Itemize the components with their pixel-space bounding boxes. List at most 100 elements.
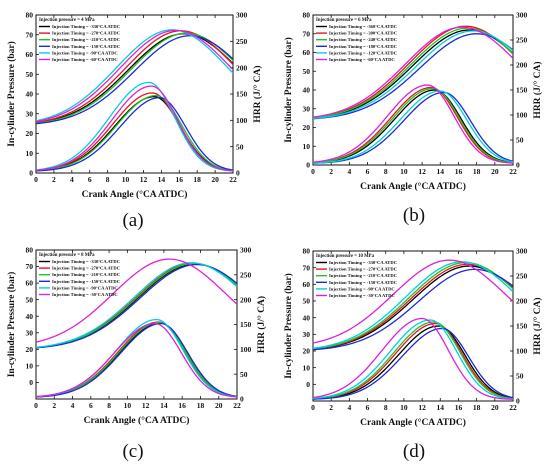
y-tick-label: 0 <box>29 378 33 387</box>
x-tick-label: 2 <box>329 167 333 176</box>
y-tick-label: 60 <box>26 50 34 59</box>
y2-tick-label: 200 <box>236 63 248 72</box>
panel-caption: (a) <box>122 210 143 231</box>
x-tick-label: 14 <box>158 175 166 184</box>
legend-entry: Injection Timing = -240°CA ATDC <box>329 37 397 42</box>
pressure-line-series-1 <box>313 265 513 350</box>
legend-entry: Injection Timing = -150°CA ATDC <box>329 280 397 285</box>
y-tick-label: 40 <box>26 312 34 321</box>
y2-tick-label: 250 <box>516 272 528 281</box>
y-tick-label: 70 <box>26 30 34 39</box>
x-tick-label: 18 <box>197 401 205 410</box>
y2-tick-label: 200 <box>516 297 528 306</box>
panel-caption: (d) <box>403 441 425 462</box>
y-tick-label: 10 <box>26 361 34 370</box>
y-tick-label: 0 <box>306 161 310 170</box>
y2-tick-label: 0 <box>516 397 520 406</box>
pressure-line-series-6 <box>313 259 513 344</box>
x-tick-label: 8 <box>107 401 111 410</box>
y-tick-label: 0 <box>306 380 310 389</box>
y2-tick-label: 50 <box>516 372 524 381</box>
x-tick-label: 4 <box>70 175 74 184</box>
legend-entry: Injection Timing = -60°CA ATDC <box>52 57 118 62</box>
legend-entry: Injection Timing = -210°CA ATDC <box>329 273 397 278</box>
legend-entry: Injection Timing = -120°CA ATDC <box>329 50 397 55</box>
pressure-line-series-6 <box>36 29 233 123</box>
y2-tick-label: 100 <box>236 116 248 125</box>
y2-tick-label: 250 <box>236 37 248 46</box>
x-axis-label: Crank Angle (°CA ATDC) <box>84 415 190 426</box>
x-tick-label: 6 <box>366 403 370 412</box>
y-tick-label: 70 <box>303 263 311 272</box>
x-tick-label: 16 <box>176 175 184 184</box>
x-tick-label: 20 <box>491 403 499 412</box>
y-tick-label: 10 <box>303 363 311 372</box>
series-group <box>313 25 513 164</box>
x-tick-label: 0 <box>34 401 38 410</box>
y2-tick-label: 300 <box>240 246 252 255</box>
x-tick-label: 6 <box>88 175 92 184</box>
x-tick-label: 10 <box>400 167 408 176</box>
x-tick-label: 4 <box>347 167 351 176</box>
y-tick-label: 50 <box>303 67 311 76</box>
y2-tick-label: 0 <box>236 169 240 178</box>
x-tick-label: 8 <box>384 167 388 176</box>
hrr-line-series-3 <box>36 94 233 172</box>
hrr-line-series-3 <box>313 321 513 400</box>
legend-entry: Injection Timing = -330°CA ATDC <box>52 24 120 29</box>
y2-tick-label: 150 <box>240 320 252 329</box>
x-tick-label: 10 <box>122 175 130 184</box>
legend-title: Injection pressure = 10 MPa <box>316 254 375 259</box>
pressure-line-series-2 <box>313 25 513 119</box>
y-tick-label: 60 <box>303 280 311 289</box>
pressure-line-series-4 <box>313 33 513 120</box>
y-tick-label: 20 <box>26 129 34 138</box>
chart-panel-3: 0 2 4 6 8 10 12 14 16 18 20 22010203040506070800501… <box>6 246 267 462</box>
y-tick-label: 30 <box>26 328 34 337</box>
y2-tick-label: 150 <box>516 322 528 331</box>
x-tick-label: 12 <box>418 403 426 412</box>
y-tick-label: 50 <box>26 70 34 79</box>
hrr-line-series-5 <box>313 319 513 400</box>
pressure-line-series-5 <box>36 29 233 122</box>
legend-title: Injection pressure = 8 MPa <box>39 253 95 258</box>
legend-title: Injection pressure = 6 MPa <box>316 18 372 23</box>
y-tick-label: 30 <box>303 330 311 339</box>
x-tick-label: 2 <box>329 403 333 412</box>
hrr-line-series-2 <box>313 322 513 400</box>
y-tick-label: 20 <box>303 123 311 132</box>
x-tick-label: 10 <box>400 403 408 412</box>
y2-tick-label: 300 <box>516 247 528 256</box>
hrr-line-series-3 <box>313 87 513 164</box>
hrr-line-series-5 <box>313 90 513 164</box>
hrr-line-series-4 <box>36 97 233 172</box>
pressure-line-series-3 <box>36 32 233 124</box>
y2-tick-label: 250 <box>240 270 252 279</box>
x-tick-label: 8 <box>106 175 110 184</box>
legend-entry: Injection Timing = -300°CA ATDC <box>329 31 397 36</box>
y-tick-label: 0 <box>29 169 33 178</box>
series-group <box>36 29 233 172</box>
legend-entry: Injection Timing = -330°CA ATDC <box>329 260 397 265</box>
y2-tick-label: 100 <box>516 111 528 120</box>
y2-axis-label: HRR (J/° CA) <box>532 297 543 354</box>
y2-tick-label: 250 <box>516 36 528 45</box>
y2-tick-label: 0 <box>516 161 520 170</box>
legend-entry: Injection Timing = -90°CA ATDC <box>52 50 118 55</box>
pressure-line-series-3 <box>313 27 513 119</box>
y-tick-label: 50 <box>303 297 311 306</box>
pressure-line-series-4 <box>36 35 233 125</box>
x-tick-label: 6 <box>89 401 93 410</box>
pressure-line-series-6 <box>36 258 237 343</box>
y-tick-label: 80 <box>303 11 311 20</box>
x-tick-label: 14 <box>437 167 445 176</box>
legend-entry: Injection Timing = -270°CA ATDC <box>52 266 120 271</box>
y-tick-label: 30 <box>303 104 311 113</box>
y2-tick-label: 50 <box>236 142 244 151</box>
y-tick-label: 80 <box>26 246 34 255</box>
x-axis-label: Crank Angle (°CA ATDC) <box>360 417 466 428</box>
hrr-line-series-6 <box>313 317 513 400</box>
y2-tick-label: 50 <box>516 136 524 145</box>
y-tick-label: 70 <box>26 262 34 271</box>
x-tick-label: 12 <box>142 401 150 410</box>
